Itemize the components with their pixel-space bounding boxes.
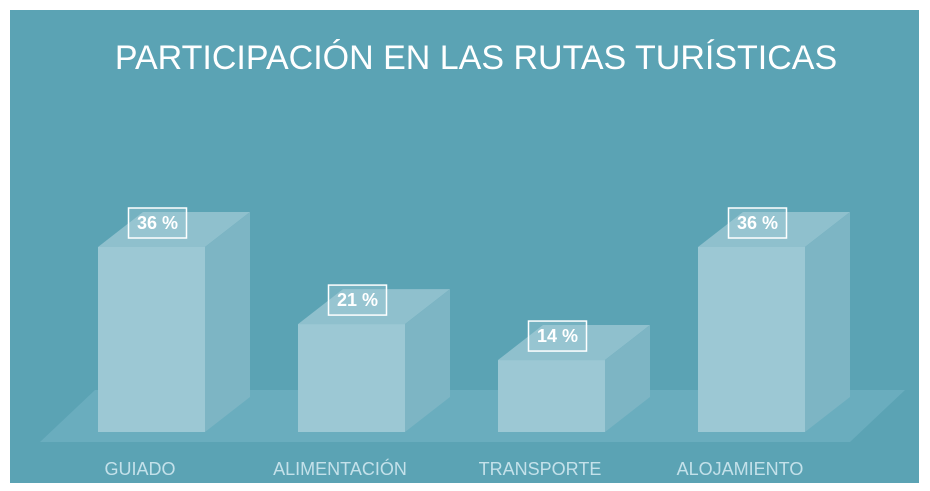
- bar: [298, 324, 405, 432]
- bar-side: [805, 212, 850, 432]
- chart-title: PARTICIPACIÓN EN LAS RUTAS TURÍSTICAS: [115, 39, 837, 77]
- value-label-box: [527, 320, 588, 352]
- x-tick-label: GUIADO: [104, 459, 175, 479]
- value-label: 21 %: [337, 290, 378, 310]
- x-tick-label: ALIMENTACIÓN: [273, 458, 407, 479]
- bar-side: [205, 212, 250, 432]
- bar-side: [605, 325, 650, 432]
- value-label-box: [327, 284, 388, 316]
- x-tick-label: TRANSPORTE: [479, 459, 602, 479]
- bar: [698, 247, 805, 432]
- value-label-box: [127, 207, 188, 239]
- bar: [98, 247, 205, 432]
- floor: [40, 390, 905, 442]
- value-label: 36 %: [137, 213, 178, 233]
- x-tick-label: ALOJAMIENTO: [677, 459, 804, 479]
- bar: [498, 360, 605, 432]
- value-label: 14 %: [537, 326, 578, 346]
- value-label: 36 %: [737, 213, 778, 233]
- value-label-box: [727, 207, 788, 239]
- bar-side: [405, 289, 450, 432]
